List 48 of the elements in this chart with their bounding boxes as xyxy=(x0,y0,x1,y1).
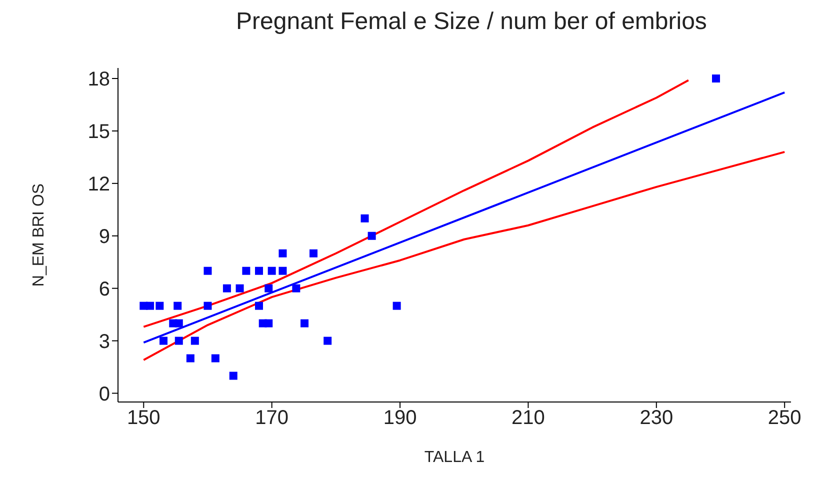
x-tick-label: 250 xyxy=(768,407,802,430)
point xyxy=(264,284,273,292)
point xyxy=(174,302,182,310)
point xyxy=(292,284,300,292)
point xyxy=(204,266,212,275)
point xyxy=(146,302,154,310)
point xyxy=(229,372,238,380)
y-tick-label: 18 xyxy=(88,68,110,91)
y-tick-label: 9 xyxy=(98,226,110,248)
point xyxy=(156,302,164,310)
point xyxy=(300,319,309,328)
line-series xyxy=(142,150,786,362)
y-tick-label: 0 xyxy=(98,383,110,406)
y-tick-label: 15 xyxy=(88,121,110,144)
point xyxy=(255,302,264,310)
point xyxy=(309,249,318,258)
point xyxy=(160,336,168,345)
point xyxy=(222,284,231,292)
point xyxy=(712,74,720,82)
chart-title: Pregnant Femal e Size / num ber of embrios xyxy=(235,8,708,37)
x-tick-label: 150 xyxy=(126,407,160,430)
point xyxy=(236,284,244,292)
point xyxy=(360,214,369,222)
point xyxy=(278,266,287,275)
line-series xyxy=(142,79,690,328)
y-tick-label: 6 xyxy=(98,278,110,300)
point xyxy=(368,232,376,240)
point xyxy=(255,266,264,275)
point xyxy=(392,302,401,310)
y-axis-title: N_EM BRI OS xyxy=(30,183,48,287)
x-tick-label: 230 xyxy=(640,407,674,430)
point xyxy=(174,319,183,328)
y-tick-label: 3 xyxy=(98,330,110,353)
point xyxy=(268,266,276,275)
x-axis-title: TALLA 1 xyxy=(424,449,485,466)
point xyxy=(186,354,194,362)
point xyxy=(264,319,273,328)
point xyxy=(190,336,199,345)
point xyxy=(278,249,287,258)
x-tick-label: 190 xyxy=(383,407,417,430)
y-tick-label: 12 xyxy=(88,174,110,196)
point xyxy=(174,336,183,345)
point xyxy=(211,354,220,362)
point xyxy=(242,266,250,275)
x-tick-label: 210 xyxy=(512,407,545,430)
x-tick-label: 170 xyxy=(255,407,289,430)
point xyxy=(324,336,332,345)
point xyxy=(204,302,212,310)
